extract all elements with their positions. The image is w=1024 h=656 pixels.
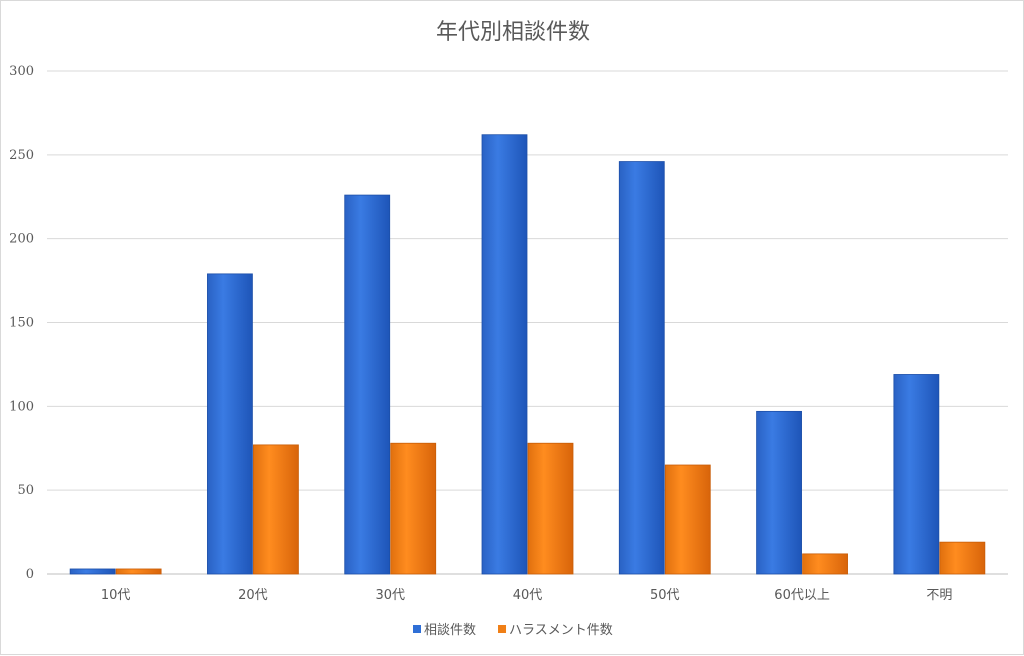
bar-consultations [893,374,940,575]
y-tick-label: 150 [9,316,34,331]
y-tick-label: 300 [9,64,34,79]
y-tick-label: 250 [9,148,34,163]
x-tick-label: 20代 [238,588,268,603]
x-tick-label: 40代 [513,588,543,603]
y-tick-label: 100 [9,399,34,414]
grid-lines [47,70,1008,575]
bar-consultations [481,134,528,575]
chart-title: 年代別相談件数 [436,20,590,45]
x-tick-label: 不明 [926,588,952,603]
x-tick-label: 50代 [650,588,680,603]
bar-harassment [253,444,299,575]
bar-consultations [344,194,391,575]
bar-consultations [69,568,116,575]
bar-harassment [802,553,848,575]
bar-harassment [115,568,162,575]
bars [69,134,986,575]
bar-harassment [527,442,574,575]
bar-harassment [664,464,711,575]
y-tick-label: 0 [26,567,34,582]
bar-harassment [390,442,437,575]
y-axis-ticks: 0 50 100 150 200 250 300 [9,64,34,582]
x-axis-ticks: 10代 20代 30代 40代 50代 60代以上 不明 [101,588,952,603]
legend: 相談件数 ハラスメント件数 [413,622,613,638]
x-tick-label: 10代 [101,588,131,603]
y-tick-label: 50 [17,483,34,498]
x-tick-label: 30代 [375,588,405,603]
bar-harassment [939,541,986,575]
x-tick-label: 60代以上 [774,588,830,603]
bar-consultations [207,273,253,575]
legend-swatch [498,625,507,633]
bar-consultations [756,410,802,575]
y-tick-label: 200 [9,232,34,247]
bar-consultations [618,161,665,575]
legend-swatch [413,625,421,633]
legend-label: ハラスメント件数 [509,623,613,638]
legend-label: 相談件数 [424,622,476,638]
